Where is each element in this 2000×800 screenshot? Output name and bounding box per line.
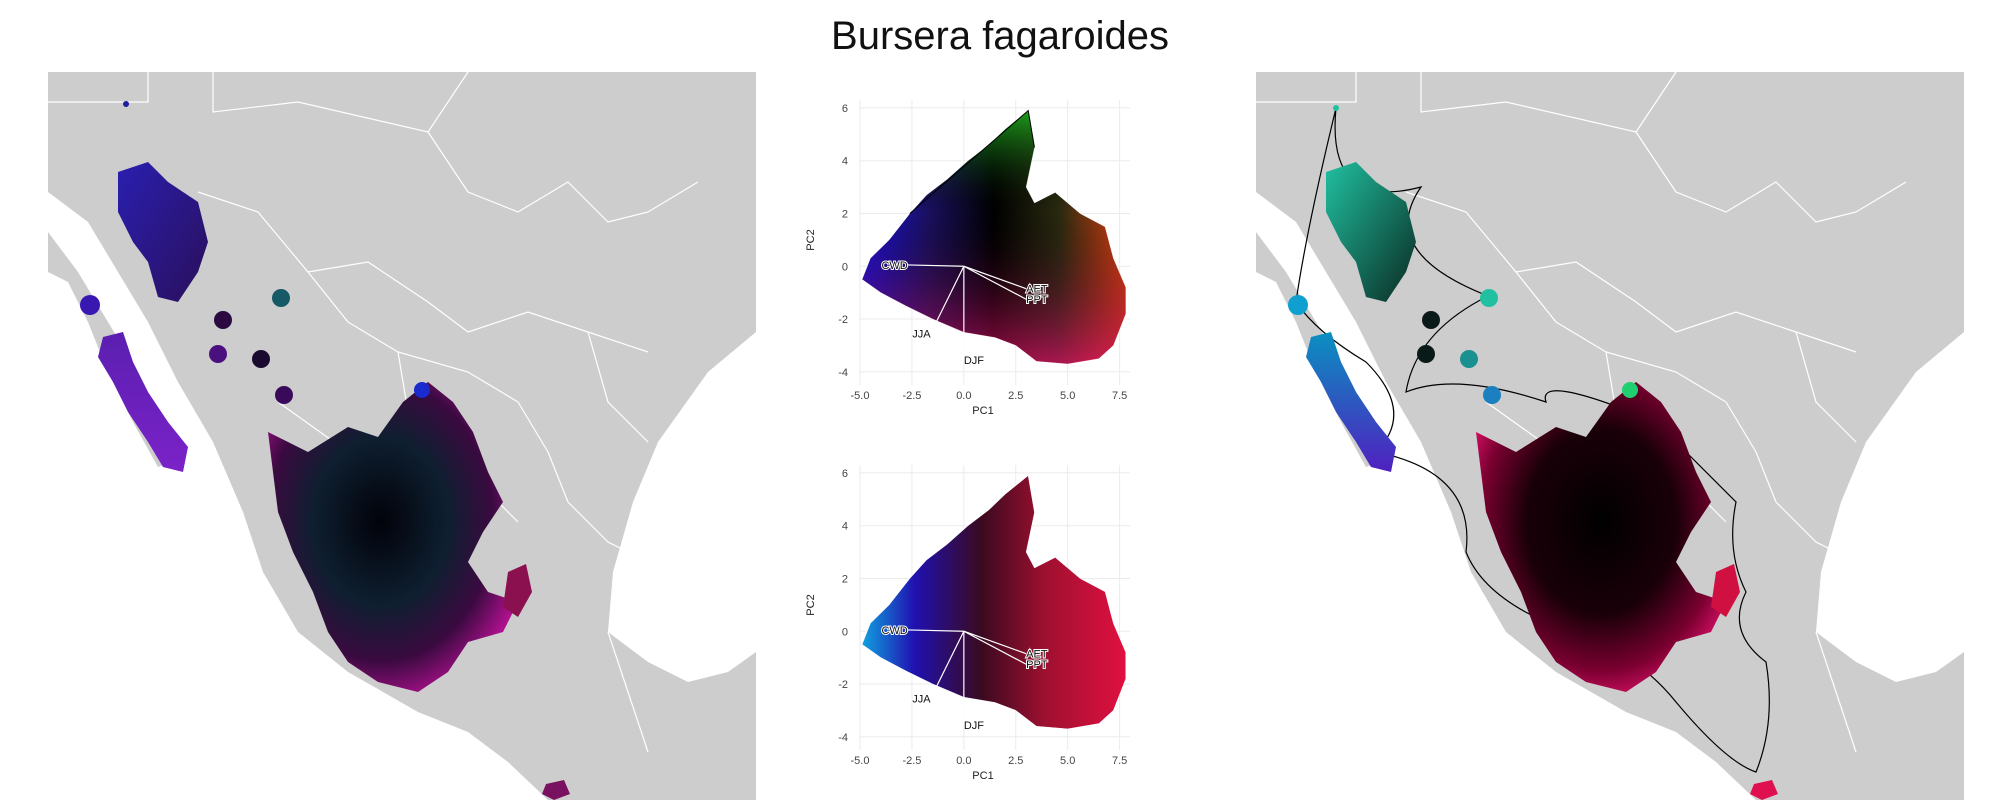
y-tick-label: 2 (842, 573, 848, 585)
y-tick-label: 4 (842, 156, 848, 168)
sonora-patch (1326, 162, 1416, 302)
site-dot (1483, 386, 1501, 404)
site-dot (275, 386, 293, 404)
gulf-of-mexico (1816, 332, 1964, 682)
central-patch (268, 382, 518, 692)
site-dot (209, 345, 227, 363)
loading-label-djf: DJF (964, 355, 984, 367)
pca-top-ylabel: PC2 (805, 229, 817, 250)
y-tick-label: 6 (842, 103, 848, 115)
pca-bottom-xlabel: PC1 (972, 770, 993, 782)
x-tick-label: -5.0 (851, 755, 870, 767)
veracruz-patch (503, 564, 532, 617)
baja-patch (98, 332, 188, 472)
pca-top-point-cloud-overlay (862, 110, 1126, 364)
baja-patch (1306, 332, 1396, 472)
pca-bottom-ylabel: PC2 (805, 594, 817, 615)
yucatan-patch (1750, 780, 1778, 800)
loading-arrow-cwd (907, 629, 964, 632)
loading-label-ppt: PPT (1026, 659, 1048, 671)
site-dot (414, 382, 430, 398)
pca-top-hull-line (909, 109, 1035, 214)
loading-arrow-aet (963, 630, 1027, 655)
site-dot (272, 289, 290, 307)
gulf-of-mexico (608, 332, 756, 682)
x-tick-label: 2.5 (1008, 755, 1023, 767)
y-tick-label: 2 (842, 208, 848, 220)
loading-label-aet: AET (1026, 649, 1048, 661)
right-map (1256, 72, 1964, 800)
pca-top-xlabel: PC1 (972, 405, 993, 417)
pca-bottom-ticks: -5.0 -2.5 0.0 2.5 5.0 7.5 -4 -2 0 2 4 6 (838, 468, 1127, 767)
site-dot (214, 311, 232, 329)
x-tick-label: 0.0 (956, 390, 971, 402)
y-tick-label: 0 (842, 261, 848, 273)
loading-arrow-jja (930, 630, 965, 699)
y-tick-label: 6 (842, 468, 848, 480)
y-tick-label: -2 (838, 679, 848, 691)
y-tick-label: -4 (838, 367, 848, 379)
veracruz-patch (1711, 564, 1740, 617)
sonora-patch (118, 162, 208, 302)
left-map (48, 72, 756, 800)
loading-label-jja: JJA (912, 329, 931, 341)
site-dot (1622, 382, 1638, 398)
pca-top-cloud (861, 109, 1127, 365)
x-tick-label: 5.0 (1060, 755, 1075, 767)
site-dot (1480, 289, 1498, 307)
y-tick-label: 4 (842, 521, 848, 533)
x-tick-label: 7.5 (1112, 755, 1127, 767)
pca-bottom-cloud (861, 475, 1127, 730)
x-tick-label: -2.5 (902, 390, 921, 402)
x-tick-label: 2.5 (1008, 390, 1023, 402)
site-dot (80, 295, 100, 315)
loading-label-aet: AET (1026, 284, 1048, 296)
loading-arrow-jja (930, 265, 965, 334)
site-dot (1422, 311, 1440, 329)
x-tick-label: 0.0 (956, 755, 971, 767)
alpha-hull-outline (1295, 107, 1770, 773)
loading-label-djf: DJF (964, 720, 984, 732)
species-distribution (80, 101, 570, 800)
loading-arrow-cwd (907, 264, 964, 267)
site-dot (1288, 295, 1308, 315)
yucatan-patch (542, 780, 570, 800)
site-dot (1460, 350, 1478, 368)
site-dot (123, 101, 129, 107)
loading-label-jja: JJA (912, 694, 931, 706)
loading-arrow-ppt (963, 265, 1027, 300)
loading-arrow-aet (963, 265, 1027, 290)
site-dot (1417, 345, 1435, 363)
loading-label-cwd: CWD (881, 260, 907, 272)
site-dot (252, 350, 270, 368)
figure-title: Bursera fagaroides (831, 14, 1169, 58)
x-tick-label: -2.5 (902, 755, 921, 767)
central-patch (1476, 382, 1726, 692)
loading-label-ppt: PPT (1026, 294, 1048, 306)
y-tick-label: -2 (838, 314, 848, 326)
x-tick-label: 5.0 (1060, 390, 1075, 402)
y-tick-label: -4 (838, 732, 848, 744)
site-dot (1333, 105, 1339, 111)
pca-top-ticks: -5.0 -2.5 0.0 2.5 5.0 7.5 -4 -2 0 2 4 6 (838, 103, 1127, 402)
y-tick-label: 0 (842, 626, 848, 638)
species-distribution (1288, 105, 1778, 800)
loading-arrow-ppt (963, 630, 1027, 665)
x-tick-label: 7.5 (1112, 390, 1127, 402)
pca-bottom-point-cloud (861, 475, 1127, 730)
loading-label-cwd: CWD (881, 625, 907, 637)
x-tick-label: -5.0 (851, 390, 870, 402)
